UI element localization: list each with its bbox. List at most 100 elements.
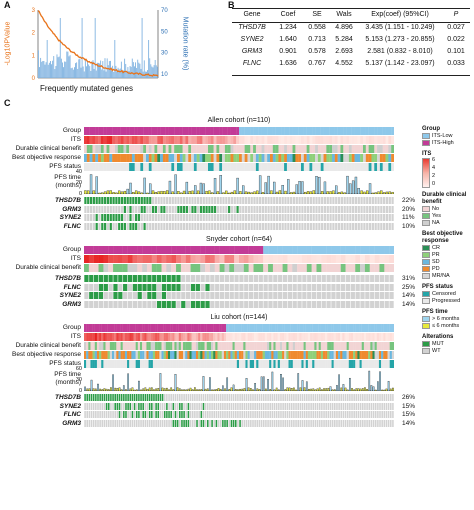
gene-cell	[273, 419, 276, 427]
gene-cell	[129, 402, 132, 410]
gene-cell	[103, 275, 108, 282]
bor-strip-cell	[215, 351, 218, 359]
dcb-strip-cell	[365, 145, 369, 153]
dcb-strip-cell	[248, 264, 254, 272]
pfs-status-strip-cell	[371, 163, 375, 171]
pfs-status-strip-cell	[374, 360, 377, 368]
gene-cell	[224, 394, 226, 401]
group-strip-cell	[360, 127, 364, 135]
its-strip-cell	[286, 136, 290, 144]
group-strip-cell	[108, 246, 114, 254]
gene-cell	[342, 402, 345, 410]
bor-strip-cell	[202, 351, 205, 359]
gene-cell	[204, 419, 207, 427]
dcb-strip-cell	[260, 342, 263, 350]
group-strip-cell	[340, 246, 346, 254]
pfs-status-strip-cell	[391, 360, 394, 368]
pfs-time-bar	[261, 192, 265, 194]
gene-cell	[366, 402, 368, 410]
gene-cell	[301, 419, 304, 427]
pfs-status-strip-cell	[178, 360, 182, 368]
gene-cell	[166, 205, 169, 213]
its-strip-cell	[307, 333, 311, 341]
bor-strip-cell	[213, 351, 216, 359]
group-strip-cell	[289, 127, 293, 135]
bor-strip-cell	[385, 154, 389, 162]
gene-cell	[138, 419, 140, 427]
group-strip-cell	[305, 324, 309, 332]
bor-strip-cell	[307, 351, 311, 359]
gene-cell	[88, 419, 91, 427]
dcb-strip-cell	[228, 342, 231, 350]
gene-cell	[234, 275, 239, 282]
panel-letter-b: B	[228, 0, 235, 10]
its-strip-cell	[182, 136, 186, 144]
pfs-time-bar	[157, 388, 160, 391]
gene-cell	[388, 214, 391, 221]
panel-a-bar	[44, 64, 46, 78]
pfs-status-strip-cell	[137, 360, 141, 368]
pfs-status-strip-cell	[157, 360, 160, 368]
gene-cell	[163, 197, 166, 204]
dcb-strip-cell	[374, 145, 378, 153]
group-strip-cell	[264, 127, 268, 135]
gene-cell	[161, 394, 164, 401]
group-strip-cell	[219, 127, 223, 135]
gene-cell	[247, 222, 250, 230]
gene-cell	[284, 402, 287, 410]
pfs-time-bar	[230, 191, 234, 194]
gene-cell	[179, 411, 181, 418]
its-strip-cell	[103, 255, 109, 263]
dcb-strip-cell	[137, 342, 141, 350]
gene-cell	[329, 214, 332, 221]
gene-label: GRM3	[62, 300, 81, 308]
its-strip-cell	[379, 136, 383, 144]
gene-cell	[308, 411, 310, 418]
table-cell: 5.153 (1.273 - 20.855)	[365, 36, 435, 43]
gene-cell	[123, 411, 125, 418]
gene-cell	[174, 197, 177, 204]
gene-cell	[278, 197, 281, 204]
gene-cell	[219, 419, 222, 427]
bor-strip-cell	[350, 351, 354, 359]
gene-cell	[287, 222, 290, 230]
its-strip-cell	[365, 136, 369, 144]
bor-strip-cell	[331, 351, 334, 359]
gene-cell	[113, 292, 118, 299]
gene-cell	[132, 275, 137, 282]
dcb-strip-cell	[243, 264, 249, 272]
panel-a-xlabel: Frequently mutated genes	[40, 84, 133, 93]
gene-cell	[275, 394, 278, 401]
its-strip-cell	[387, 333, 390, 341]
group-strip-cell	[288, 324, 291, 332]
its-strip-cell	[100, 136, 104, 144]
pfs-time-bar	[344, 387, 347, 391]
gene-cell	[151, 402, 153, 410]
gene-cell	[137, 300, 142, 308]
group-strip-cell	[229, 246, 235, 254]
gene-cell	[114, 411, 116, 418]
dcb-strip-cell	[301, 342, 304, 350]
group-strip-cell	[263, 246, 269, 254]
its-strip-cell	[157, 333, 160, 341]
pfs-time-bar	[359, 388, 362, 391]
group-strip-cell	[222, 127, 226, 135]
gene-cell	[149, 214, 152, 221]
group-strip-cell	[321, 246, 327, 254]
dcb-strip-cell	[90, 342, 93, 350]
bor-strip-cell	[157, 351, 160, 359]
group-strip-cell	[122, 246, 128, 254]
gene-cell	[362, 402, 364, 410]
gene-cell	[354, 222, 358, 230]
dcb-strip-cell	[270, 145, 273, 153]
gene-cell	[209, 394, 211, 401]
gene-cell	[98, 222, 101, 230]
gene-cell	[349, 402, 351, 410]
pfs-time-bar	[368, 183, 372, 194]
bor-strip-cell	[199, 154, 203, 162]
bor-strip-cell	[264, 154, 268, 162]
group-strip-cell	[209, 246, 215, 254]
gene-cell	[140, 197, 143, 204]
its-strip-cell	[337, 136, 341, 144]
bor-strip-cell	[174, 154, 178, 162]
